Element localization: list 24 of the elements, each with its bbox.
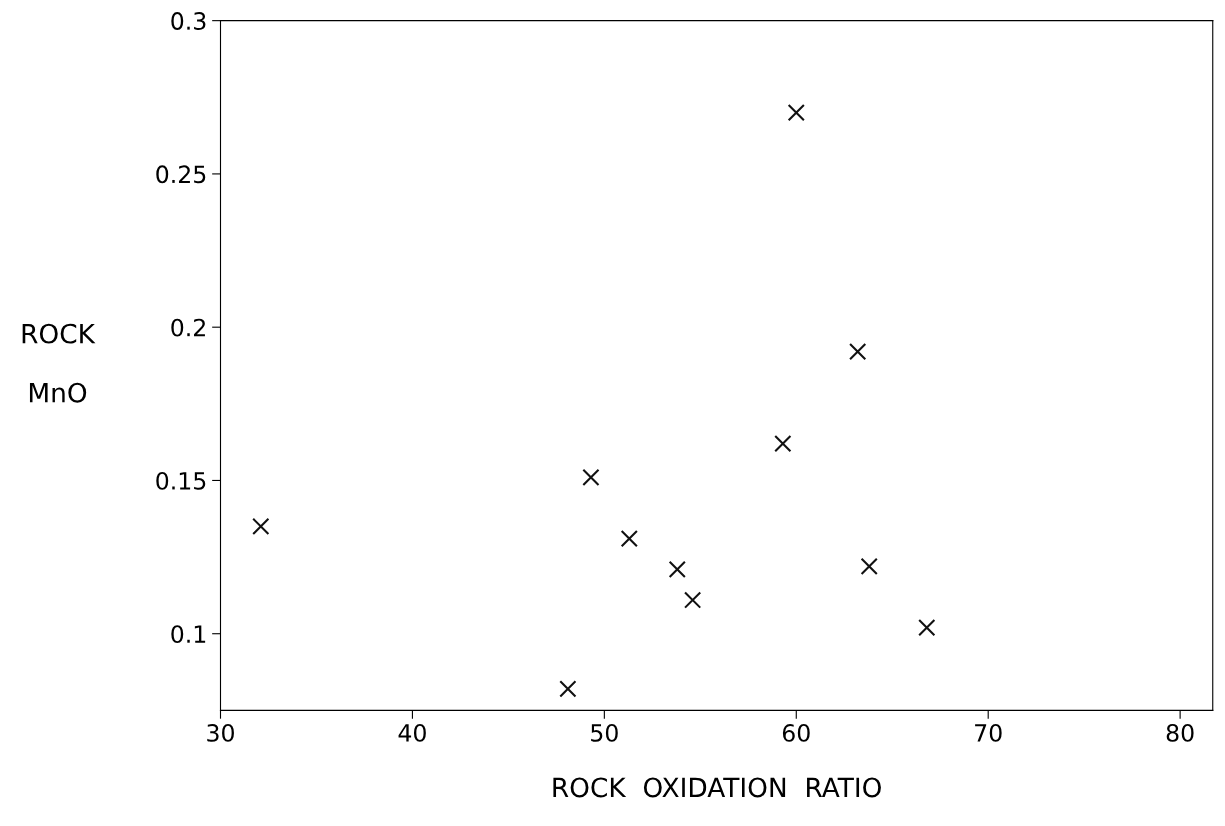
point xyxy=(668,560,686,578)
x-tick-label: 70 xyxy=(975,723,1002,742)
x-tick-label: 30 xyxy=(207,723,234,742)
y-tick-label: 0.1 xyxy=(171,625,206,644)
point xyxy=(860,557,878,575)
y-tick-label: 0.15 xyxy=(156,471,206,490)
x-tick-label: 50 xyxy=(591,723,618,742)
y-tick-label: 0.2 xyxy=(171,318,205,337)
point xyxy=(559,680,577,698)
point xyxy=(849,343,867,361)
y-tick-label: 0.3 xyxy=(171,12,206,30)
x-axis-title: ROCK OXIDATION RATIO xyxy=(553,777,881,798)
x-tick-label: 80 xyxy=(1166,723,1194,742)
x-tick-label: 60 xyxy=(782,723,810,742)
point xyxy=(252,517,270,536)
point xyxy=(918,618,936,637)
point xyxy=(620,530,638,548)
text: ROCK MnO xyxy=(22,323,96,403)
point xyxy=(582,468,600,487)
point xyxy=(787,103,805,122)
x-tick-label: 40 xyxy=(398,723,426,742)
point xyxy=(774,435,792,453)
y-tick-label: 0.25 xyxy=(156,165,206,184)
point xyxy=(683,591,702,609)
